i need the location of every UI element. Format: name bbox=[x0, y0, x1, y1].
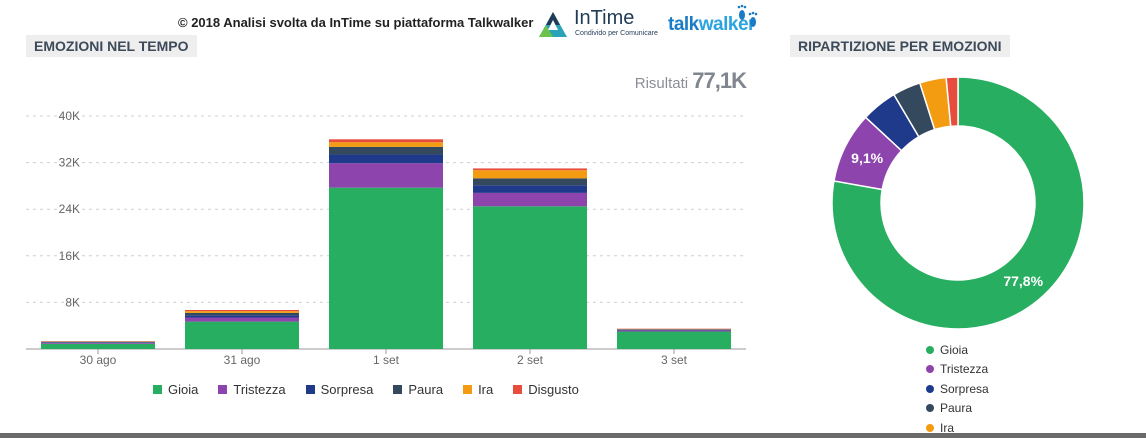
bar-segment-gioia[interactable] bbox=[41, 343, 155, 349]
bar-segment-ira[interactable] bbox=[473, 170, 587, 179]
y-tick-label: 16K bbox=[59, 249, 80, 263]
legend-swatch bbox=[305, 385, 315, 394]
x-tick-label: 1 set bbox=[373, 353, 400, 367]
y-tick-label: 40K bbox=[59, 109, 80, 123]
donut-chart-legend: Gioia Tristezza Sorpresa Paura Ira bbox=[926, 340, 989, 438]
legend-swatch bbox=[153, 385, 162, 394]
legend-label: Tristezza bbox=[233, 382, 286, 397]
emotions-breakdown-title: RIPARTIZIONE PER EMOZIONI bbox=[790, 35, 1010, 57]
legend-dot bbox=[926, 384, 934, 393]
legend-swatch bbox=[393, 385, 403, 394]
copyright-notice: © 2018 Analisi svolta da InTime su piatt… bbox=[178, 15, 534, 30]
intime-logo-tagline: Condivido per Comunicare bbox=[575, 30, 658, 37]
legend-item-paura[interactable]: Paura bbox=[393, 382, 443, 397]
intime-logo-name: InTime bbox=[574, 7, 635, 29]
talkwalker-logo-part1: talk bbox=[668, 14, 699, 35]
x-tick-label: 3 set bbox=[661, 353, 688, 367]
legend-label: Gioia bbox=[168, 382, 199, 397]
intime-logo-icon bbox=[539, 12, 567, 37]
donut-legend-item-ira[interactable]: Ira bbox=[926, 418, 989, 438]
donut-data-label: 77,8% bbox=[1003, 273, 1043, 289]
bar-segment-disgusto[interactable] bbox=[329, 139, 443, 143]
bar-segment-gioia[interactable] bbox=[185, 321, 299, 349]
y-tick-label: 8K bbox=[65, 295, 80, 309]
donut-legend-item-paura[interactable]: Paura bbox=[926, 399, 989, 419]
donut-legend-item-gioia[interactable]: Gioia bbox=[926, 340, 989, 360]
bar-segment-sorpresa[interactable] bbox=[329, 154, 443, 164]
bar-segment-sorpresa[interactable] bbox=[617, 329, 731, 331]
bar-segment-paura[interactable] bbox=[473, 178, 587, 186]
legend-item-sorpresa[interactable]: Sorpresa bbox=[305, 382, 374, 397]
bar-chart-legend: Gioia Tristezza Sorpresa Paura Ira Disgusto bbox=[153, 382, 599, 397]
bar-segment-paura[interactable] bbox=[617, 329, 731, 330]
bar-segment-disgusto[interactable] bbox=[185, 309, 299, 312]
bar-segment-sorpresa[interactable] bbox=[41, 342, 155, 343]
bar-segment-tristezza[interactable] bbox=[185, 317, 299, 322]
bar-segment-gioia[interactable] bbox=[329, 187, 443, 349]
emotions-over-time-title: EMOZIONI NEL TEMPO bbox=[26, 35, 197, 57]
bar-segment-sorpresa[interactable] bbox=[185, 315, 299, 318]
legend-label: Ira bbox=[478, 382, 494, 397]
legend-swatch bbox=[513, 385, 523, 394]
legend-dot bbox=[926, 404, 934, 413]
bar-segment-paura[interactable] bbox=[41, 341, 155, 343]
legend-label: Ira bbox=[940, 420, 955, 435]
bar-segment-paura[interactable] bbox=[329, 146, 443, 155]
x-tick-label: 30 ago bbox=[80, 353, 117, 367]
donut-slice-gioia[interactable] bbox=[831, 76, 1085, 330]
legend-dot bbox=[926, 345, 934, 354]
bar-segment-gioia[interactable] bbox=[473, 206, 587, 349]
legend-label: Tristezza bbox=[940, 362, 989, 377]
results-label: Risultati bbox=[634, 75, 689, 92]
bar-segment-tristezza[interactable] bbox=[41, 342, 155, 344]
legend-label: Gioia bbox=[940, 342, 969, 357]
legend-label: Paura bbox=[940, 401, 973, 416]
bar-segment-ira[interactable] bbox=[185, 311, 299, 313]
legend-dot bbox=[926, 423, 934, 432]
donut-legend-item-sorpresa[interactable]: Sorpresa bbox=[926, 379, 989, 399]
bar-segment-paura[interactable] bbox=[185, 312, 299, 316]
donut-chart: 77,8% 9,1% bbox=[831, 76, 1085, 330]
legend-item-ira[interactable]: Ira bbox=[463, 382, 493, 397]
y-tick-label: 32K bbox=[59, 156, 80, 170]
footprints-icon bbox=[737, 4, 758, 27]
bar-segment-ira[interactable] bbox=[329, 142, 443, 147]
donut-slice-disgusto[interactable] bbox=[945, 76, 959, 128]
donut-data-label: 9,1% bbox=[851, 150, 883, 166]
results-value: 77,1K bbox=[692, 68, 747, 93]
legend-item-gioia[interactable]: Gioia bbox=[153, 382, 198, 397]
legend-swatch bbox=[218, 385, 228, 394]
bar-segment-sorpresa[interactable] bbox=[473, 185, 587, 193]
legend-item-tristezza[interactable]: Tristezza bbox=[218, 382, 286, 397]
legend-label: Sorpresa bbox=[940, 381, 989, 396]
results-total: Risultati 77,1K bbox=[634, 68, 747, 94]
legend-label: Disgusto bbox=[528, 382, 579, 397]
bottom-scrollbar bbox=[0, 433, 1146, 438]
legend-item-disgusto[interactable]: Disgusto bbox=[513, 382, 579, 397]
legend-dot bbox=[926, 365, 934, 374]
bar-segment-tristezza[interactable] bbox=[617, 330, 731, 332]
bar-segment-disgusto[interactable] bbox=[473, 168, 587, 171]
x-tick-label: 2 set bbox=[517, 353, 544, 367]
bar-segment-gioia[interactable] bbox=[617, 331, 731, 349]
donut-legend-item-tristezza[interactable]: Tristezza bbox=[926, 360, 989, 380]
legend-label: Paura bbox=[408, 382, 444, 397]
x-tick-label: 31 ago bbox=[224, 353, 261, 367]
legend-label: Sorpresa bbox=[320, 382, 374, 397]
bar-segment-tristezza[interactable] bbox=[473, 192, 587, 207]
y-tick-label: 24K bbox=[59, 202, 80, 216]
stacked-bar-chart: 8K 16K 24K 32K 40K 30 ago 31 ago 1 set 2 set 3 se… bbox=[26, 109, 746, 367]
bar-segment-tristezza[interactable] bbox=[329, 163, 443, 188]
legend-swatch bbox=[463, 385, 473, 394]
